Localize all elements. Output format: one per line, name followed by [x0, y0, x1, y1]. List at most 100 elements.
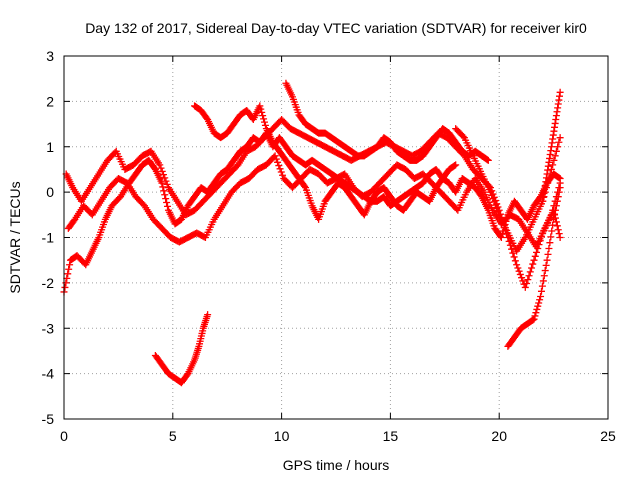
data-point	[258, 108, 266, 116]
y-tick-label: -4	[42, 366, 55, 382]
data-point	[526, 268, 534, 276]
data-point	[256, 102, 264, 110]
data-point	[486, 188, 494, 196]
data-point	[61, 283, 69, 291]
data-point	[494, 208, 502, 216]
data-point	[551, 211, 559, 219]
data-point	[162, 177, 170, 185]
data-point	[277, 168, 285, 176]
data-point	[162, 195, 170, 203]
data-point	[490, 198, 498, 206]
data-point	[489, 195, 497, 203]
data-point	[511, 257, 519, 265]
data-point	[523, 280, 531, 288]
data-point	[544, 250, 552, 258]
data-point	[548, 227, 556, 235]
data-point	[524, 276, 532, 284]
data-point	[552, 202, 560, 210]
series-arc-a	[60, 129, 564, 296]
axis-ticks: 0 5 10 15 20 25 -5 -4 -3 -2 -1 0 1 2 3	[42, 48, 616, 444]
data-point	[530, 315, 538, 323]
x-tick-label: 20	[491, 428, 507, 444]
data-point	[493, 204, 501, 212]
y-tick-label: -3	[42, 320, 55, 336]
data-point	[528, 264, 536, 272]
data-point	[531, 252, 539, 260]
x-tick-label: 25	[600, 428, 616, 444]
data-point	[510, 253, 518, 261]
data-point	[509, 249, 517, 257]
data-point	[261, 121, 269, 129]
series-arc-e	[282, 79, 492, 164]
data-point	[555, 230, 563, 238]
y-tick-label: 1	[46, 139, 54, 155]
data-point	[261, 118, 269, 126]
data-point	[161, 191, 169, 199]
data-point	[159, 171, 167, 179]
data-point	[539, 277, 547, 285]
data-point	[550, 215, 558, 223]
data-point	[556, 134, 564, 142]
data-point	[550, 156, 558, 164]
data-point	[549, 161, 557, 169]
y-tick-label: 2	[46, 93, 54, 109]
data-point	[163, 198, 171, 206]
data-point	[542, 261, 550, 269]
data-point	[555, 138, 563, 146]
x-tick-label: 15	[383, 428, 399, 444]
data-point	[553, 197, 561, 205]
data-point	[554, 226, 562, 234]
x-axis-label: GPS time / hours	[283, 457, 390, 473]
data-point	[555, 188, 563, 196]
data-point	[554, 193, 562, 201]
data-point	[272, 155, 280, 163]
data-point	[515, 267, 523, 275]
data-point	[452, 161, 460, 169]
data-point	[531, 312, 539, 320]
data-point	[533, 248, 541, 256]
data-point	[519, 277, 527, 285]
data-point	[551, 152, 559, 160]
data-point	[271, 152, 279, 160]
series-arc-h	[539, 88, 564, 205]
x-tick-label: 10	[274, 428, 290, 444]
data-point	[204, 311, 212, 319]
data-points	[60, 79, 564, 387]
data-point	[521, 283, 529, 291]
data-point	[554, 143, 562, 151]
data-point	[551, 206, 559, 214]
data-point	[160, 187, 168, 195]
data-point	[459, 132, 467, 140]
data-point	[545, 245, 553, 253]
plot-frame	[63, 55, 609, 420]
data-point	[156, 161, 164, 169]
data-point	[491, 201, 499, 209]
data-point	[260, 115, 268, 123]
y-tick-label: 0	[46, 184, 54, 200]
data-point	[541, 267, 549, 275]
data-point	[529, 260, 537, 268]
data-point	[513, 261, 521, 269]
series-arc-g	[504, 184, 564, 350]
data-point	[547, 233, 555, 241]
data-point	[279, 171, 287, 179]
data-point	[488, 191, 496, 199]
data-point	[158, 179, 166, 187]
data-point	[65, 265, 73, 273]
data-point	[536, 296, 544, 304]
series-arc-d	[191, 102, 460, 223]
data-point	[534, 302, 542, 310]
data-point	[538, 282, 546, 290]
data-point	[62, 279, 70, 287]
data-point	[274, 158, 282, 166]
data-point	[525, 272, 533, 280]
data-point	[163, 180, 171, 188]
data-point	[66, 261, 74, 269]
data-point	[275, 162, 283, 170]
y-tick-label: -2	[42, 275, 55, 291]
y-tick-label: -5	[42, 411, 55, 427]
data-point	[259, 112, 267, 120]
data-point	[516, 270, 524, 278]
data-point	[164, 202, 172, 210]
